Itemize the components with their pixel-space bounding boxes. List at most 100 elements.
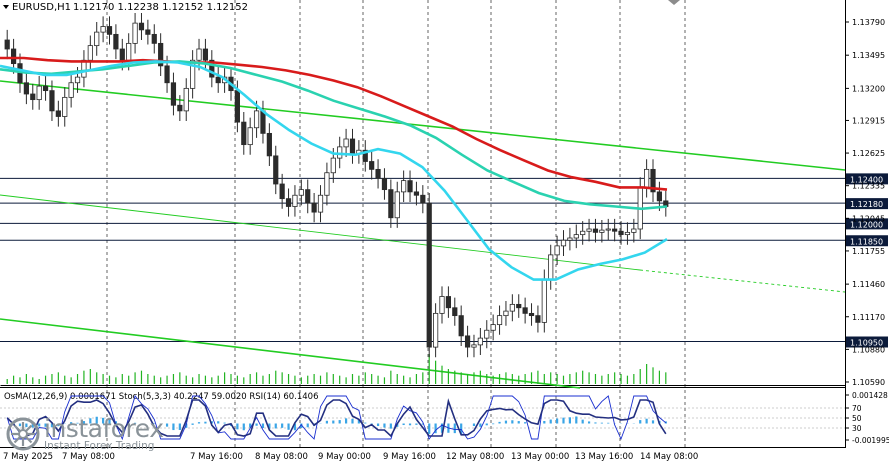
candle-body bbox=[183, 87, 189, 112]
candle-body bbox=[170, 82, 177, 106]
candle-body bbox=[209, 59, 215, 78]
candle-body bbox=[618, 230, 624, 236]
price-tick-label: 1.11755 bbox=[852, 247, 885, 256]
osc-tick-label: 50 bbox=[852, 414, 862, 423]
candle-body bbox=[113, 33, 119, 50]
time-tick-label: 7 May 08:00 bbox=[62, 452, 115, 462]
candle-body bbox=[279, 183, 285, 200]
candle-body bbox=[477, 337, 483, 346]
moving-averages bbox=[0, 56, 668, 281]
candle-body bbox=[87, 45, 93, 61]
candle-body bbox=[337, 146, 343, 159]
candle-body bbox=[484, 329, 490, 339]
osc-tick-label: 70 bbox=[852, 404, 862, 413]
osc-tick-label: 30 bbox=[852, 424, 862, 433]
candle-body bbox=[528, 312, 535, 317]
candle-body bbox=[433, 312, 439, 348]
candle-body bbox=[586, 228, 592, 232]
time-tick-label: 13 May 16:00 bbox=[575, 452, 633, 462]
time-tick-label: 7 May 2025 bbox=[3, 452, 53, 462]
candle-body bbox=[490, 324, 496, 331]
candle-body bbox=[81, 59, 87, 78]
candle-body bbox=[535, 315, 541, 323]
price-tick-label: 1.13495 bbox=[852, 51, 885, 60]
candle-body bbox=[592, 228, 599, 233]
candle-body bbox=[292, 194, 298, 207]
candle-body bbox=[624, 231, 631, 236]
price-tick-label: 1.10880 bbox=[852, 345, 885, 354]
candle-body bbox=[362, 149, 368, 162]
scroll-marker-icon[interactable] bbox=[668, 0, 680, 5]
candle-body bbox=[522, 307, 528, 314]
time-tick-label: 9 May 16:00 bbox=[383, 452, 436, 462]
candle-body bbox=[62, 96, 68, 117]
candle-body bbox=[177, 104, 183, 112]
trendline bbox=[0, 194, 641, 271]
candle-body bbox=[145, 29, 151, 35]
candle-body bbox=[202, 48, 209, 61]
ma-red-line bbox=[0, 56, 668, 191]
horizontal-levels: 1.12400 1.12180 1.12000 1.11850 1.10950 bbox=[0, 173, 888, 348]
candle-body bbox=[452, 307, 458, 317]
candle-body bbox=[285, 198, 292, 207]
level-label: 1.11850 bbox=[850, 237, 883, 246]
candle-body bbox=[241, 121, 247, 146]
candle-body bbox=[196, 48, 202, 61]
candle-body bbox=[349, 138, 356, 155]
level-label: 1.10950 bbox=[850, 339, 883, 348]
candle-body bbox=[311, 202, 317, 213]
candle-body bbox=[94, 31, 100, 47]
candle-body bbox=[68, 82, 74, 98]
level-label: 1.12180 bbox=[850, 200, 883, 209]
candle-body bbox=[126, 42, 132, 61]
time-tick-label: 14 May 08:00 bbox=[640, 452, 698, 462]
candle-body bbox=[36, 85, 42, 101]
candle-body bbox=[471, 344, 477, 348]
candle-body bbox=[4, 39, 10, 50]
candle-body bbox=[330, 157, 336, 174]
candle-body bbox=[138, 22, 145, 31]
time-tick-label: 13 May 00:00 bbox=[511, 452, 569, 462]
price-tick-label: 1.11460 bbox=[852, 280, 885, 289]
watermark-tagline: Instant Forex Trading bbox=[44, 440, 155, 452]
level-badge bbox=[846, 235, 888, 247]
candle-body bbox=[612, 228, 618, 232]
candle-body bbox=[55, 110, 61, 117]
candle-body bbox=[42, 85, 49, 92]
candle-body bbox=[253, 110, 260, 129]
watermark: instaforex Instant Forex Trading bbox=[6, 416, 164, 452]
candle-body bbox=[516, 303, 522, 309]
candle-body bbox=[401, 180, 407, 193]
trendline bbox=[0, 318, 581, 389]
level-badge bbox=[846, 198, 888, 210]
candle-body bbox=[23, 82, 29, 95]
rsi-line bbox=[6, 398, 667, 438]
level-label: 1.12000 bbox=[850, 220, 883, 229]
candle-body bbox=[656, 191, 663, 202]
candle-body bbox=[509, 303, 515, 312]
osc-tick-label: 0.001428 bbox=[852, 391, 888, 400]
candle-body bbox=[548, 254, 554, 281]
volume-bars bbox=[6, 354, 667, 384]
trendline bbox=[0, 80, 846, 171]
oscillator-panel bbox=[0, 395, 845, 441]
level-badge bbox=[846, 218, 888, 230]
level-badge bbox=[846, 173, 888, 185]
time-tick-label: 9 May 00:00 bbox=[318, 452, 371, 462]
candle-body bbox=[106, 26, 113, 35]
candle-body bbox=[100, 26, 106, 33]
price-tick-label: 1.12045 bbox=[852, 214, 885, 223]
candle-body bbox=[503, 310, 509, 317]
candle-body bbox=[381, 177, 388, 191]
candle-body bbox=[119, 48, 125, 61]
candle-body bbox=[496, 315, 503, 326]
candle-body bbox=[234, 90, 240, 123]
time-axis: 7 May 2025 7 May 08:00 7 May 16:00 8 May 08… bbox=[3, 452, 698, 462]
candle-body bbox=[215, 76, 221, 84]
trendline bbox=[639, 269, 846, 293]
candle-body bbox=[631, 228, 637, 233]
dropdown-triangle-icon[interactable] bbox=[3, 5, 9, 9]
chart-header-ohlc: 1.12170 1.12238 1.12152 1.12152 bbox=[73, 2, 248, 13]
